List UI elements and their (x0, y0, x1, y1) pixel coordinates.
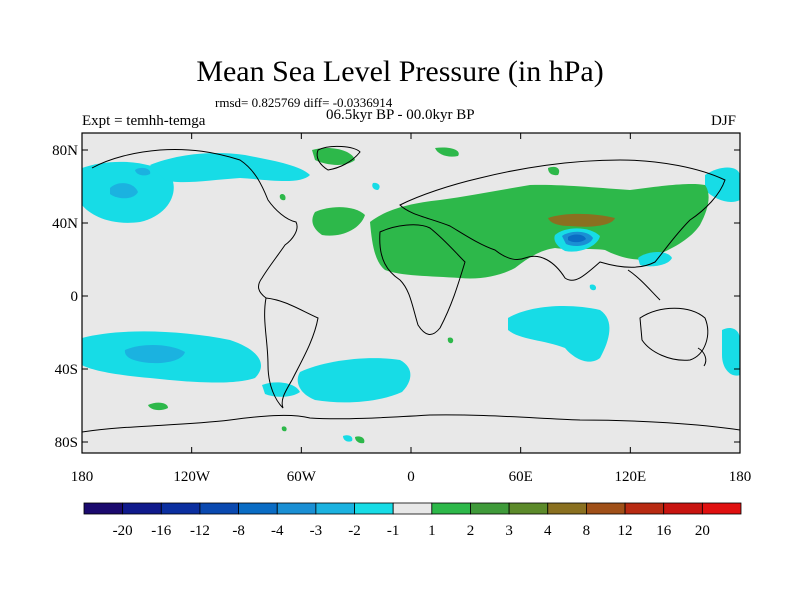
north-pacific-negative-core (110, 183, 138, 199)
atlantic-small-negative (372, 182, 380, 190)
colorbar-label: -12 (190, 523, 210, 539)
lat-tick-label: 80N (52, 143, 78, 159)
greenland-positive-region (312, 148, 355, 165)
arctic-canada-negative-region (150, 153, 310, 183)
anomaly-contours (82, 145, 740, 444)
colorbar-label: 1 (428, 523, 436, 539)
colorbar-label: -1 (387, 523, 400, 539)
madagascar-small-positive (447, 337, 454, 344)
colorbar-swatch (586, 502, 626, 515)
season-label: DJF (711, 113, 737, 129)
colorbar-label: -4 (271, 523, 284, 539)
weddell-small-positive (281, 426, 287, 432)
colorbar-swatch (315, 502, 355, 515)
lon-tick-label: 120W (173, 469, 211, 485)
colorbar-swatch (624, 502, 665, 515)
lon-tick-label: 60W (287, 469, 317, 485)
period-label: 06.5kyr BP - 00.0kyr BP (326, 107, 475, 123)
south-atlantic-negative-region (297, 358, 411, 403)
lon-tick-label: 0 (407, 469, 415, 485)
colorbar-swatch (354, 502, 394, 515)
lat-tick-label: 80S (55, 435, 78, 451)
colorbar-swatch (238, 502, 278, 515)
map-background (82, 133, 740, 453)
lat-tick-label: 0 (71, 289, 79, 305)
africa-coast (379, 224, 466, 335)
colorbar-swatch (199, 502, 239, 515)
lon-tick-label: 60E (509, 469, 533, 485)
colorbar-label: -3 (310, 523, 323, 539)
colorbar-label: 4 (544, 523, 552, 539)
far-east-negative-region (705, 167, 740, 202)
south-china-sea-negative (638, 252, 672, 267)
antarctica-coast (82, 414, 740, 433)
colorbar: -20 -16 -12 -8 -4 -3 -2 -1 1 2 3 4 8 12 16 20 (83, 502, 742, 539)
colorbar-swatch (470, 502, 510, 515)
svalbard-positive-region (435, 147, 459, 157)
colorbar-label: 12 (618, 523, 633, 539)
north-pacific-small-core (135, 167, 151, 176)
colorbar-label: -2 (348, 523, 361, 539)
colorbar-swatch (663, 502, 703, 515)
antarctic-small-negative (343, 435, 353, 442)
eurasia-coast (399, 159, 726, 281)
colorbar-swatch (547, 502, 587, 515)
north-america-coast (91, 149, 298, 299)
drake-passage-negative (262, 382, 300, 397)
colorbar-label: -8 (232, 523, 245, 539)
longitude-axis: 180 120W 60W 0 60E 120E 180 (71, 133, 752, 485)
lat-tick-label: 40N (52, 216, 78, 232)
colorbar-label: -20 (113, 523, 133, 539)
eurasia-africa-positive-region (370, 183, 709, 279)
australia-coast (639, 307, 709, 361)
south-america-coast (264, 297, 319, 409)
colorbar-label: 8 (583, 523, 591, 539)
rmsd-diff-stats: rmsd= 0.825769 diff= -0.0336914 (215, 95, 393, 110)
lat-tick-label: 40S (55, 362, 78, 378)
colorbar-swatch (392, 502, 433, 515)
colorbar-label: 16 (656, 523, 672, 539)
new-zealand-coast (697, 347, 707, 367)
lon-tick-label: 180 (71, 469, 94, 485)
australia-east-negative (722, 328, 740, 376)
maritime-continent-coast (627, 269, 661, 301)
canada-small-positive (279, 193, 286, 201)
coastlines (82, 145, 740, 433)
colorbar-label: -16 (151, 523, 171, 539)
colorbar-swatch (431, 502, 471, 515)
south-pacific-negative-core (124, 344, 185, 364)
map-title: Mean Sea Level Pressure (in hPa) (196, 55, 604, 88)
siberia-small-positive (548, 166, 560, 176)
south-indian-ocean-negative (508, 306, 610, 362)
lon-tick-label: 120E (614, 469, 646, 485)
colorbar-swatch (276, 502, 317, 515)
central-asia-positive-core (548, 213, 615, 227)
indian-ocean-small-negative (589, 284, 597, 291)
atlantic-positive-region (312, 207, 365, 236)
colorbar-label: 2 (467, 523, 475, 539)
antarctic-small-positive (355, 436, 365, 444)
colorbar-swatch (508, 502, 549, 515)
tibet-negative-core (568, 234, 586, 243)
latitude-axis: 80N 40N 0 40S 80S (52, 143, 740, 451)
colorbar-swatch (701, 502, 742, 515)
colorbar-label: 20 (695, 523, 710, 539)
greenland-coast (316, 145, 361, 171)
colorbar-label: 3 (505, 523, 513, 539)
colorbar-swatch (122, 502, 162, 515)
colorbar-swatch (160, 502, 201, 515)
lon-tick-label: 180 (729, 469, 752, 485)
colorbar-swatch (83, 502, 124, 515)
southern-ocean-positive-patch (148, 402, 168, 411)
experiment-label: Expt = temhh-temga (82, 113, 206, 129)
